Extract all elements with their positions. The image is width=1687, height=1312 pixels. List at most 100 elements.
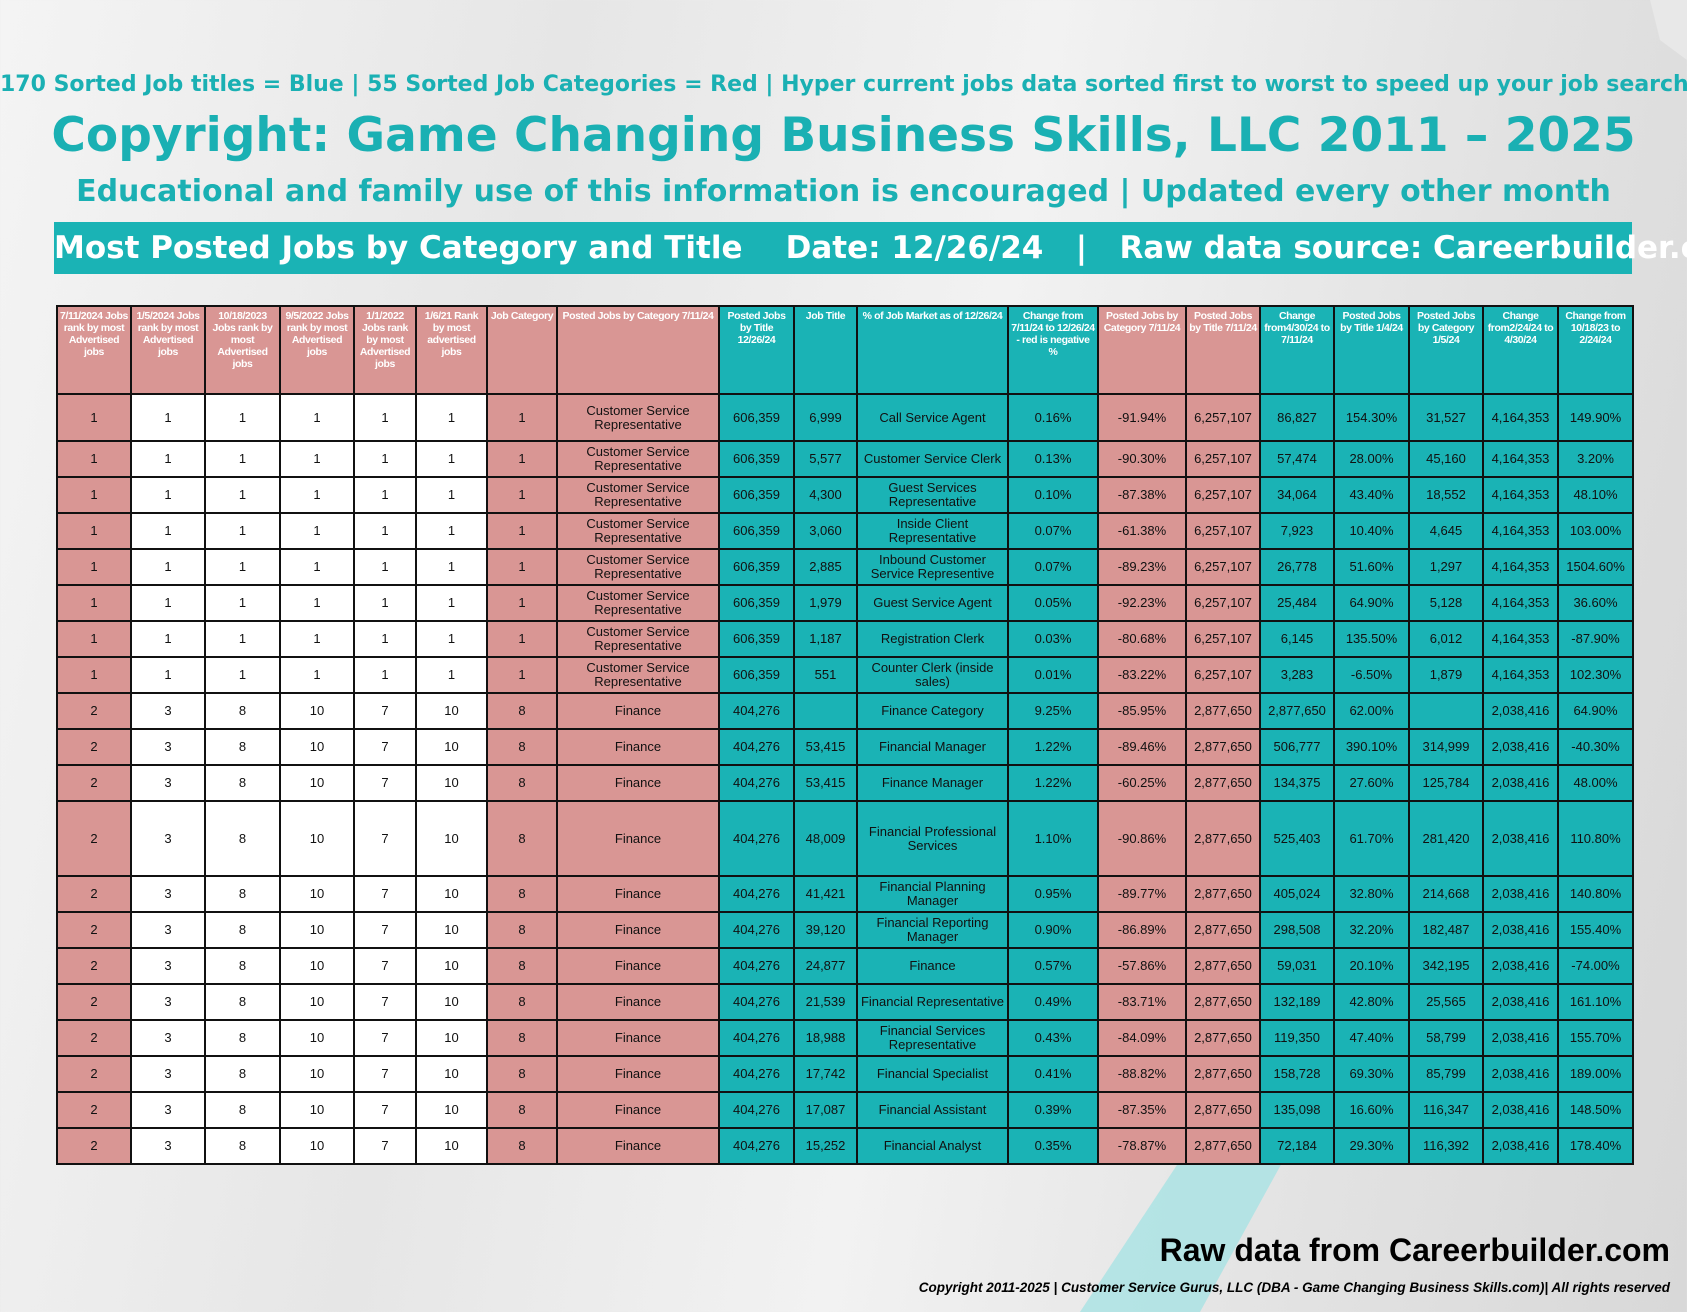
cell: -6.50% (1333, 656, 1410, 694)
banner: Most Posted Jobs by Category and Title D… (54, 222, 1687, 274)
cell: 8 (204, 1019, 281, 1057)
cell: 1 (204, 393, 281, 442)
cell: 2,038,416 (1482, 983, 1559, 1021)
cell: Financial Representative (856, 983, 1009, 1021)
cell: 2 (56, 983, 132, 1021)
cell: 1 (353, 584, 417, 622)
cell: 8 (486, 875, 558, 913)
data-row: 1 1 1 1 1 1 1 Customer Service Representative 60… (56, 476, 1634, 514)
cell: 3 (130, 1019, 206, 1057)
cell: 2,038,416 (1482, 1055, 1559, 1093)
cell: 1.10% (1007, 800, 1099, 877)
cell: Finance (556, 911, 720, 949)
cell: 51.60% (1333, 548, 1410, 586)
data-row: 2 3 8 10 7 10 8 Finance 404,276 17,087 Financial A… (56, 1091, 1634, 1129)
cell: 2,877,650 (1185, 1127, 1261, 1165)
cell: 404,276 (718, 1127, 795, 1165)
cell: 5,128 (1408, 584, 1484, 622)
cell: 10 (415, 911, 488, 949)
cell: 3 (130, 947, 206, 985)
cell: -60.25% (1097, 764, 1187, 802)
cell: Call Service Agent (856, 393, 1009, 442)
cell: 10 (279, 1127, 355, 1165)
cell: Financial Professional Services (856, 800, 1009, 877)
cell: 161.10% (1557, 983, 1634, 1021)
cell: 1 (204, 476, 281, 514)
cell: 5,577 (793, 440, 858, 478)
cell: 42.80% (1333, 983, 1410, 1021)
cell: 4,164,353 (1482, 476, 1559, 514)
cell: Finance Manager (856, 764, 1009, 802)
cell: 0.57% (1007, 947, 1099, 985)
cell: Financial Planning Manager (856, 875, 1009, 913)
column-header: Posted Jobs by Category 1/5/24 (1408, 305, 1484, 395)
cell: 10 (415, 983, 488, 1021)
data-row: 2 3 8 10 7 10 8 Finance 404,276 41,421 Financial P… (56, 875, 1634, 913)
cell: Finance (556, 1019, 720, 1057)
cell: 7 (353, 800, 417, 877)
cell: Financial Reporting Manager (856, 911, 1009, 949)
cell: 34,064 (1259, 476, 1335, 514)
cell: 4,164,353 (1482, 656, 1559, 694)
data-row: 1 1 1 1 1 1 1 Customer Service Representative 60… (56, 656, 1634, 694)
data-row: 1 1 1 1 1 1 1 Customer Service Representative 60… (56, 584, 1634, 622)
cell: 6,257,107 (1185, 440, 1261, 478)
cell: 43.40% (1333, 476, 1410, 514)
column-header: Posted Jobs by Category 7/11/24 (1097, 305, 1187, 395)
cell: 2,877,650 (1185, 692, 1261, 730)
cell: 10 (279, 1055, 355, 1093)
cell: 6,257,107 (1185, 620, 1261, 658)
cell: 342,195 (1408, 947, 1484, 985)
cell: 404,276 (718, 764, 795, 802)
cell: 58,799 (1408, 1019, 1484, 1057)
cell: 28.00% (1333, 440, 1410, 478)
column-header: Posted Jobs by Title 12/26/24 (718, 305, 795, 395)
cell: 10.40% (1333, 512, 1410, 550)
cell: Finance (856, 947, 1009, 985)
cell: 10 (415, 1127, 488, 1165)
cell: 154.30% (1333, 393, 1410, 442)
cell: 1 (130, 656, 206, 694)
cell: 1.22% (1007, 764, 1099, 802)
cell: 2,038,416 (1482, 692, 1559, 730)
data-row: 2 3 8 10 7 10 8 Finance 404,276 17,742 Financial S… (56, 1055, 1634, 1093)
column-header: Change from2/24/24 to 4/30/24 (1482, 305, 1559, 395)
cell: Financial Manager (856, 728, 1009, 766)
cell: 8 (486, 728, 558, 766)
cell: 1 (204, 620, 281, 658)
cell: -83.71% (1097, 983, 1187, 1021)
cell: 2,877,650 (1185, 875, 1261, 913)
cell: 2 (56, 728, 132, 766)
cell: 26,778 (1259, 548, 1335, 586)
cell: 1,979 (793, 584, 858, 622)
cell: 8 (204, 911, 281, 949)
column-header: Change from 10/18/23 to 2/24/24 (1557, 305, 1634, 395)
cell: 116,392 (1408, 1127, 1484, 1165)
cell: Financial Services Representative (856, 1019, 1009, 1057)
cell (1408, 692, 1484, 730)
cell: 8 (486, 911, 558, 949)
cell: 4,300 (793, 476, 858, 514)
cell: 10 (415, 875, 488, 913)
cell: 1.22% (1007, 728, 1099, 766)
cell: 8 (486, 947, 558, 985)
decor-stripe (1080, 1130, 1300, 1312)
cell: 2,877,650 (1185, 728, 1261, 766)
cell: 178.40% (1557, 1127, 1634, 1165)
data-row: 2 3 8 10 7 10 8 Finance 404,276 24,877 Finance 0.57… (56, 947, 1634, 985)
cell: 1 (279, 620, 355, 658)
cell: 3,060 (793, 512, 858, 550)
cell: Finance (556, 800, 720, 877)
cell: -85.95% (1097, 692, 1187, 730)
cell: 1 (56, 620, 132, 658)
cell: 1 (353, 476, 417, 514)
subtitle: Educational and family use of this infor… (76, 174, 1611, 209)
column-header: Change from 7/11/24 to 12/26/24 - red is… (1007, 305, 1099, 395)
cell: 72,184 (1259, 1127, 1335, 1165)
column-header: Job Category (486, 305, 558, 395)
cell: 1 (279, 512, 355, 550)
cell: 1 (204, 656, 281, 694)
cell: 3 (130, 1127, 206, 1165)
cell: 10 (279, 947, 355, 985)
cell: 0.13% (1007, 440, 1099, 478)
